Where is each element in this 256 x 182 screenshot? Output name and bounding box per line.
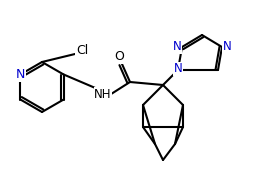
Text: N: N <box>174 62 182 76</box>
Text: Cl: Cl <box>76 43 88 56</box>
Text: N: N <box>173 41 181 54</box>
Text: N: N <box>223 41 231 54</box>
Text: O: O <box>114 50 124 64</box>
Text: NH: NH <box>94 88 112 100</box>
Text: N: N <box>16 68 25 81</box>
